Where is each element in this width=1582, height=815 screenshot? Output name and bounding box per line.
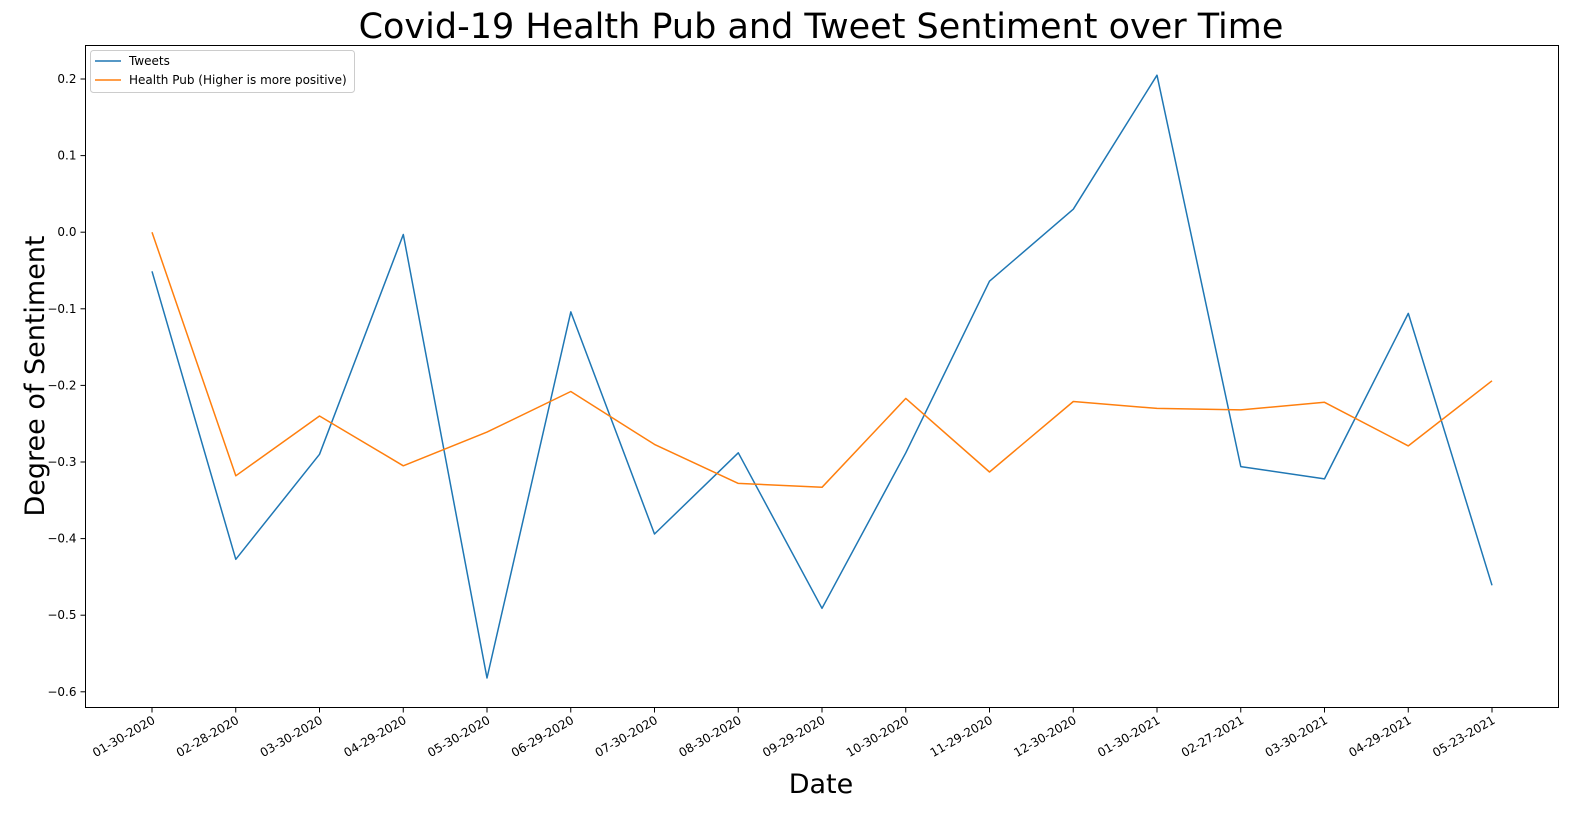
x-tick-label: 07-30-2020 — [593, 713, 660, 760]
legend-frame — [90, 50, 355, 93]
y-tick-label: −0.6 — [47, 685, 76, 699]
x-tick-label: 02-28-2020 — [174, 713, 241, 760]
legend-label-tweets: Tweets — [128, 54, 170, 68]
y-axis: −0.6 −0.5 −0.4 −0.3 −0.2 −0.1 0.0 0.1 0.2 — [47, 72, 86, 699]
y-tick-label: 0.2 — [57, 72, 76, 86]
x-tick-label: 02-27-2021 — [1179, 713, 1246, 760]
y-tick-label: −0.5 — [47, 608, 76, 622]
x-tick-label: 05-30-2020 — [425, 713, 492, 760]
legend-label-health-pub: Health Pub (Higher is more positive) — [129, 73, 347, 87]
y-tick-label: −0.2 — [47, 378, 76, 392]
y-tick-label: −0.3 — [47, 455, 76, 469]
x-tick-label: 04-29-2020 — [341, 713, 408, 760]
y-tick-label: 0.0 — [57, 225, 76, 239]
legend: Tweets Health Pub (Higher is more positi… — [90, 50, 355, 93]
chart-title: Covid-19 Health Pub and Tweet Sentiment … — [359, 7, 1284, 47]
y-tick-label: −0.4 — [47, 532, 76, 546]
x-tick-label: 01-30-2021 — [1095, 713, 1162, 760]
series-line-tweets — [151, 74, 1493, 679]
y-axis-label: Degree of Sentiment — [20, 235, 51, 516]
y-tick-label: 0.1 — [57, 149, 76, 163]
x-tick-label: 10-30-2020 — [844, 713, 911, 760]
x-axis: 01-30-2020 02-28-2020 03-30-2020 04-29-2020… — [90, 707, 1498, 760]
x-tick-label: 06-29-2020 — [509, 713, 576, 760]
x-tick-label: 11-29-2020 — [928, 713, 995, 760]
x-tick-label: 03-30-2020 — [258, 713, 325, 760]
x-tick-label: 12-30-2020 — [1011, 713, 1078, 760]
x-tick-label: 03-30-2021 — [1263, 713, 1330, 760]
x-tick-label: 04-29-2021 — [1346, 713, 1413, 760]
x-tick-label: 09-29-2020 — [760, 713, 827, 760]
series-lines — [151, 74, 1493, 679]
y-tick-label: −0.1 — [47, 302, 76, 316]
x-tick-label: 01-30-2020 — [90, 713, 157, 760]
series-line-health — [151, 231, 1493, 489]
x-tick-label: 05-23-2021 — [1430, 713, 1497, 760]
x-axis-label: Date — [789, 769, 854, 800]
x-tick-label: 08-30-2020 — [676, 713, 743, 760]
